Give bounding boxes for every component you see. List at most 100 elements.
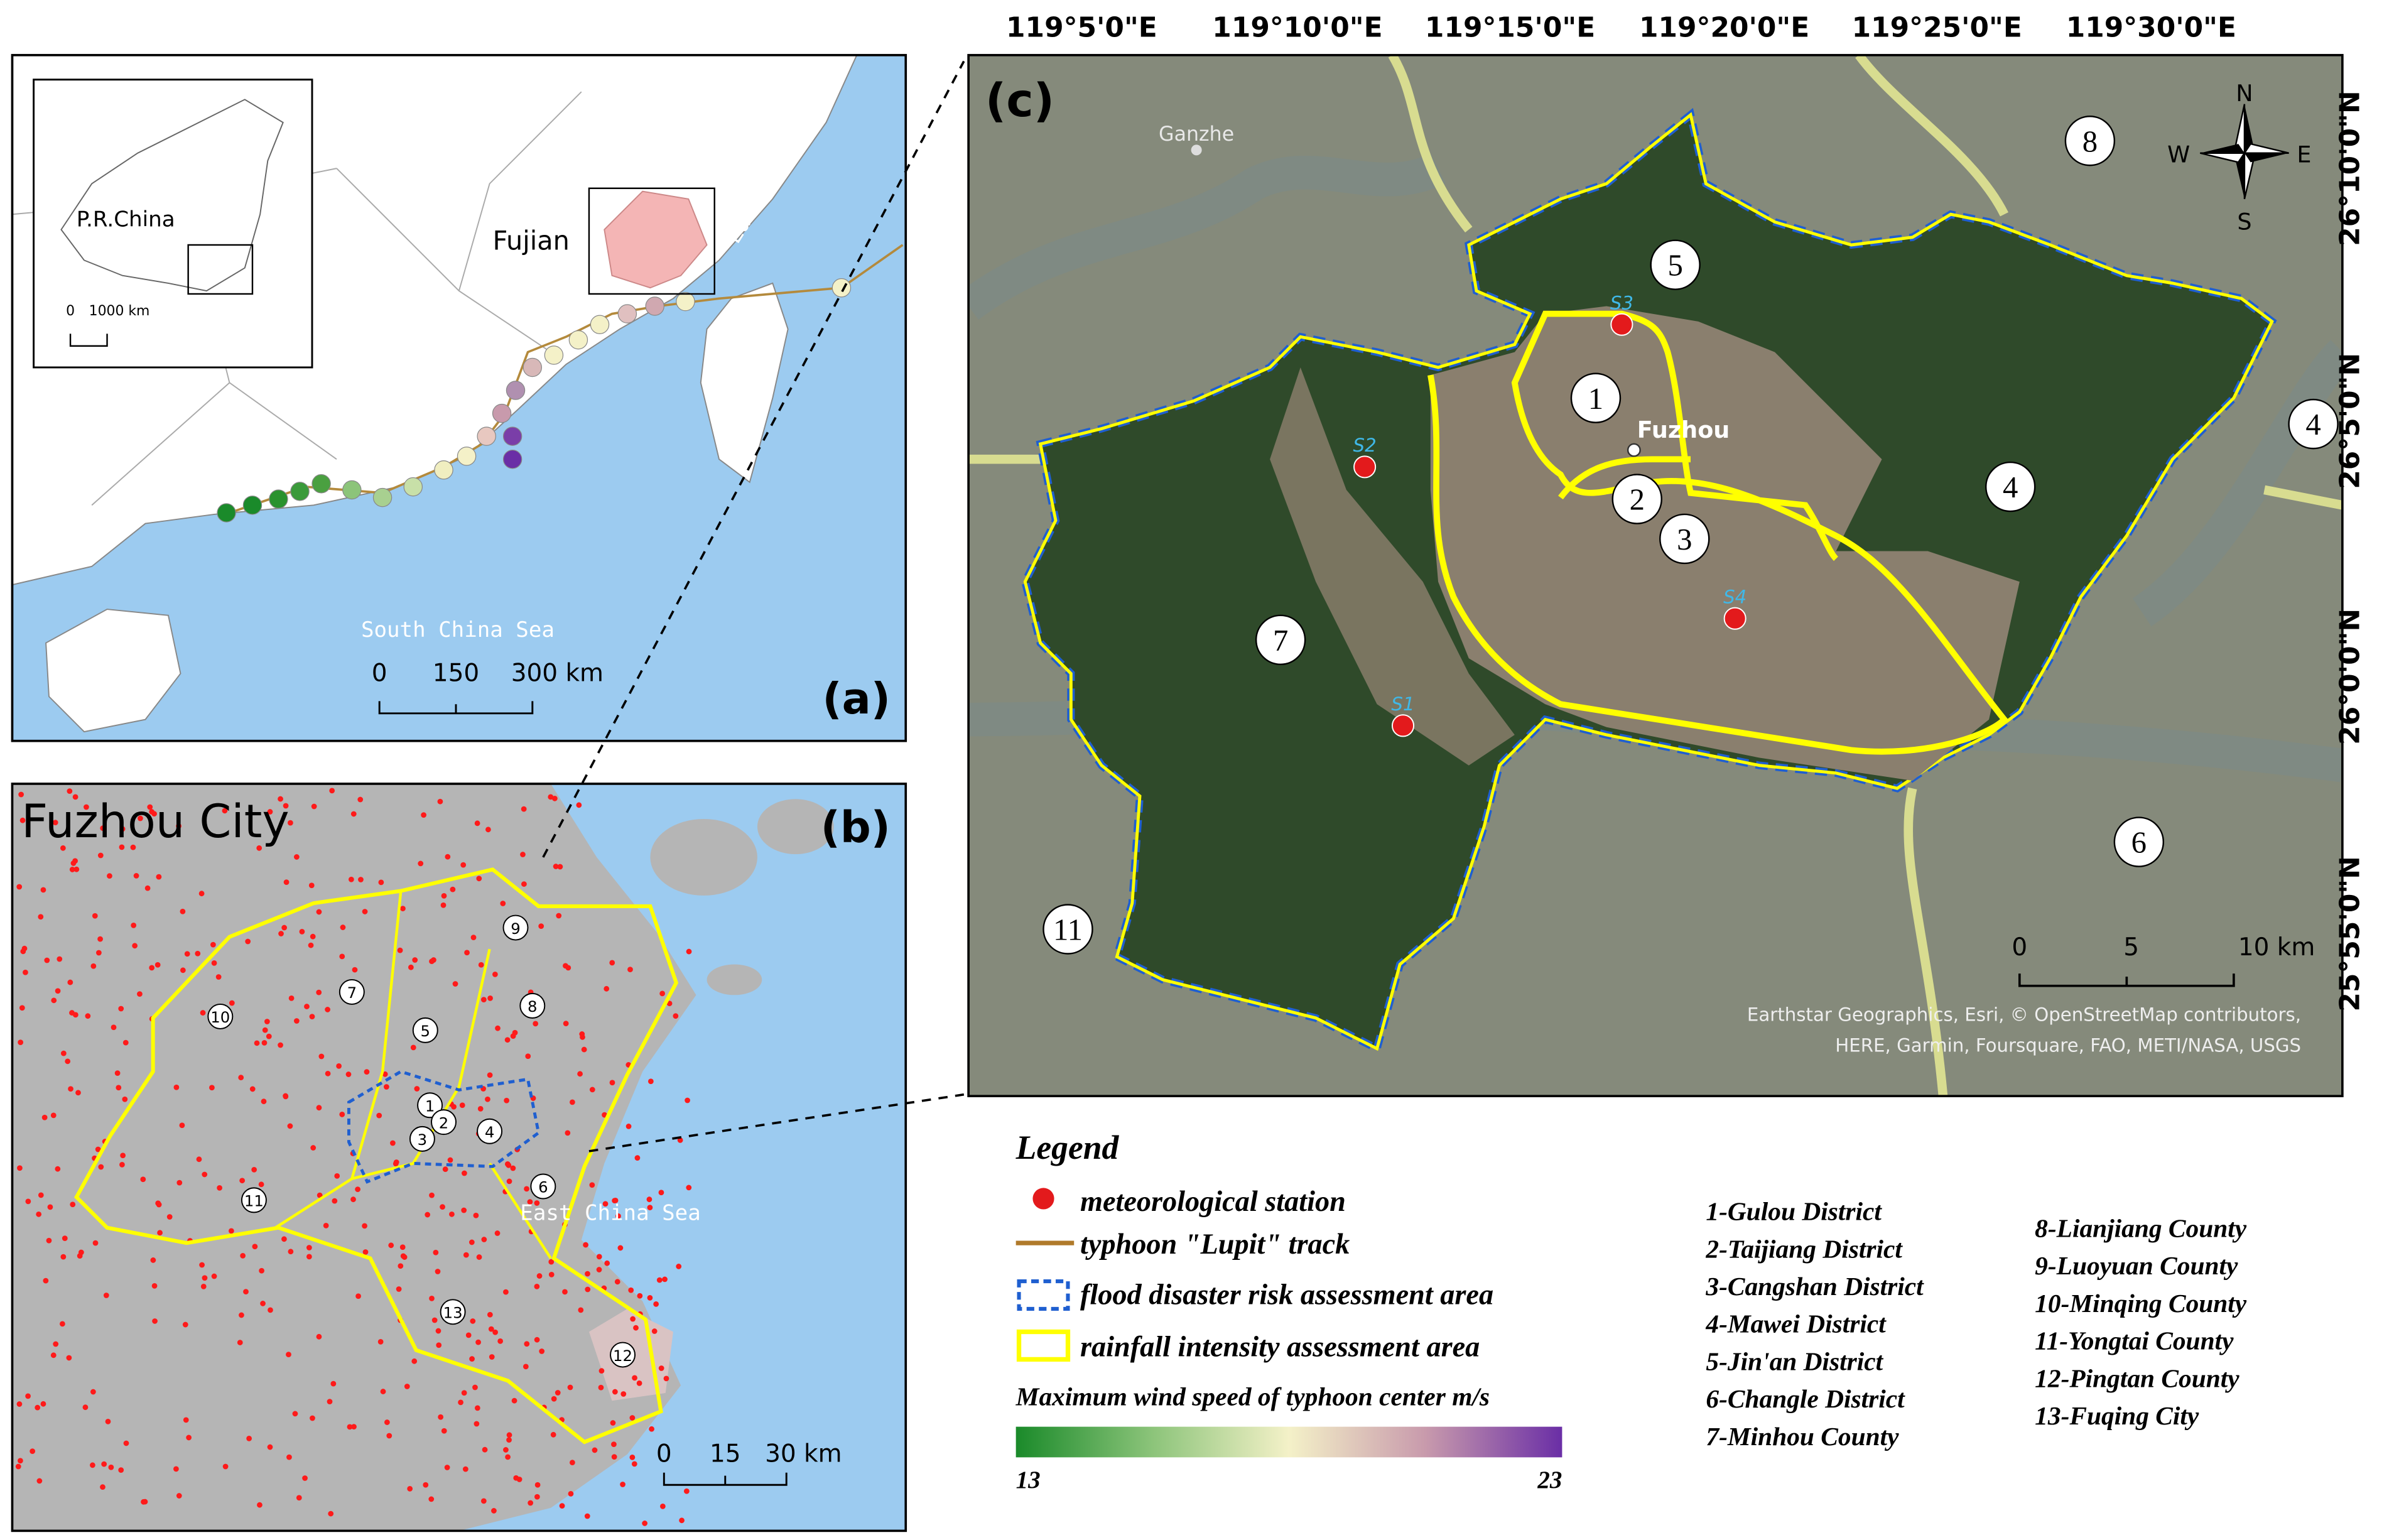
rain-station <box>462 1170 467 1176</box>
sea-label: East China Sea <box>520 1201 700 1226</box>
rain-station <box>492 972 498 977</box>
rain-station <box>55 1166 61 1172</box>
rain-station <box>350 811 357 817</box>
latitude-label: 26°0'0"N <box>2334 609 2366 745</box>
rain-station <box>57 956 63 962</box>
panel-a-frame <box>11 53 907 742</box>
rain-station <box>534 1283 540 1289</box>
inset-scale-label: 0 <box>66 303 75 319</box>
rain-station <box>186 1434 192 1441</box>
district-number: 1 <box>1588 382 1603 416</box>
rain-station <box>553 864 559 869</box>
district-marker <box>412 1017 438 1043</box>
rain-station <box>677 1137 683 1143</box>
rain-station <box>141 1499 146 1505</box>
rain-station <box>589 1087 595 1093</box>
rain-station <box>122 1039 129 1046</box>
rain-station <box>460 862 467 868</box>
district-marker <box>2064 116 2116 166</box>
panel-label: (c) <box>985 74 1054 127</box>
rain-station <box>119 1161 125 1168</box>
rain-station <box>377 1338 384 1345</box>
track-point <box>590 315 610 334</box>
rain-station <box>598 1384 604 1391</box>
place-dot <box>1191 144 1202 156</box>
rain-station <box>267 809 273 815</box>
rain-station <box>364 1069 370 1075</box>
track-point <box>342 480 362 500</box>
rain-station <box>68 1086 73 1092</box>
legend-rainfall <box>1016 1329 1071 1362</box>
rain-station <box>180 967 186 973</box>
rain-station <box>211 960 217 966</box>
compass-label: W <box>2167 141 2190 168</box>
rain-station <box>438 1414 444 1420</box>
rain-station <box>107 873 112 879</box>
rain-station <box>101 1461 107 1467</box>
rain-station <box>459 1102 465 1109</box>
rain-station <box>84 804 89 810</box>
rain-station <box>630 1316 636 1322</box>
rain-station <box>617 1245 624 1251</box>
rainfall-boundary <box>74 867 679 1445</box>
district-marker <box>1570 372 1622 423</box>
rain-station <box>487 1311 493 1318</box>
rain-station <box>100 1484 106 1490</box>
rain-station <box>646 1196 653 1203</box>
rain-station <box>610 1420 616 1426</box>
inset-extent <box>187 244 254 295</box>
station-dots <box>15 788 692 1526</box>
district-marker <box>1611 474 1662 524</box>
station <box>1391 714 1415 737</box>
legend: Legend meteorological station typhoon "L… <box>1015 1129 2247 1494</box>
district-marker <box>1255 614 1306 666</box>
rain-station <box>512 1029 518 1036</box>
latitude-label: 26°5'0"N <box>2334 353 2366 489</box>
rain-station <box>627 967 633 972</box>
rain-station <box>243 1289 249 1295</box>
rain-station <box>67 788 73 794</box>
rain-station <box>656 1277 663 1283</box>
rain-station <box>176 1179 183 1186</box>
rain-station <box>66 1355 72 1361</box>
taiwan <box>700 282 789 484</box>
track-point <box>544 345 564 365</box>
rain-station <box>152 1318 158 1324</box>
rain-station <box>246 1436 252 1441</box>
rain-station <box>18 1458 23 1464</box>
rain-station <box>658 1190 664 1196</box>
rain-station <box>666 1000 673 1007</box>
rain-station <box>473 1212 479 1218</box>
legend-station <box>1032 1188 1054 1210</box>
county-borders <box>968 55 2342 1097</box>
rain-station <box>16 1401 23 1407</box>
rain-station <box>296 1495 302 1501</box>
rain-station <box>637 1293 643 1299</box>
track-point <box>372 487 393 507</box>
rain-station <box>239 1312 244 1318</box>
rain-station <box>565 1130 571 1136</box>
rain-station <box>98 1164 104 1170</box>
district-number: 11 <box>1053 913 1083 947</box>
rain-station <box>44 957 50 963</box>
rain-station <box>302 1475 308 1481</box>
rain-station <box>440 1204 445 1210</box>
station-label: S3 <box>1610 292 1633 313</box>
typhoon-points <box>217 278 852 523</box>
rain-station <box>53 1341 59 1347</box>
district-name: 2-Taijiang District <box>1705 1234 1903 1263</box>
rain-station <box>511 1397 517 1404</box>
track-point <box>568 330 588 350</box>
rain-station <box>397 947 403 953</box>
stations: S1 S2 S3 S4 <box>1353 292 1746 737</box>
rain-station <box>620 1482 625 1487</box>
rain-station <box>240 1252 246 1259</box>
district-marker <box>431 1109 457 1136</box>
rain-station <box>386 1433 393 1439</box>
rain-station <box>411 1358 418 1364</box>
station <box>1353 455 1377 479</box>
rain-station <box>347 1424 353 1430</box>
rain-station <box>504 1161 511 1167</box>
track-point <box>477 426 496 446</box>
rain-station <box>130 844 136 850</box>
